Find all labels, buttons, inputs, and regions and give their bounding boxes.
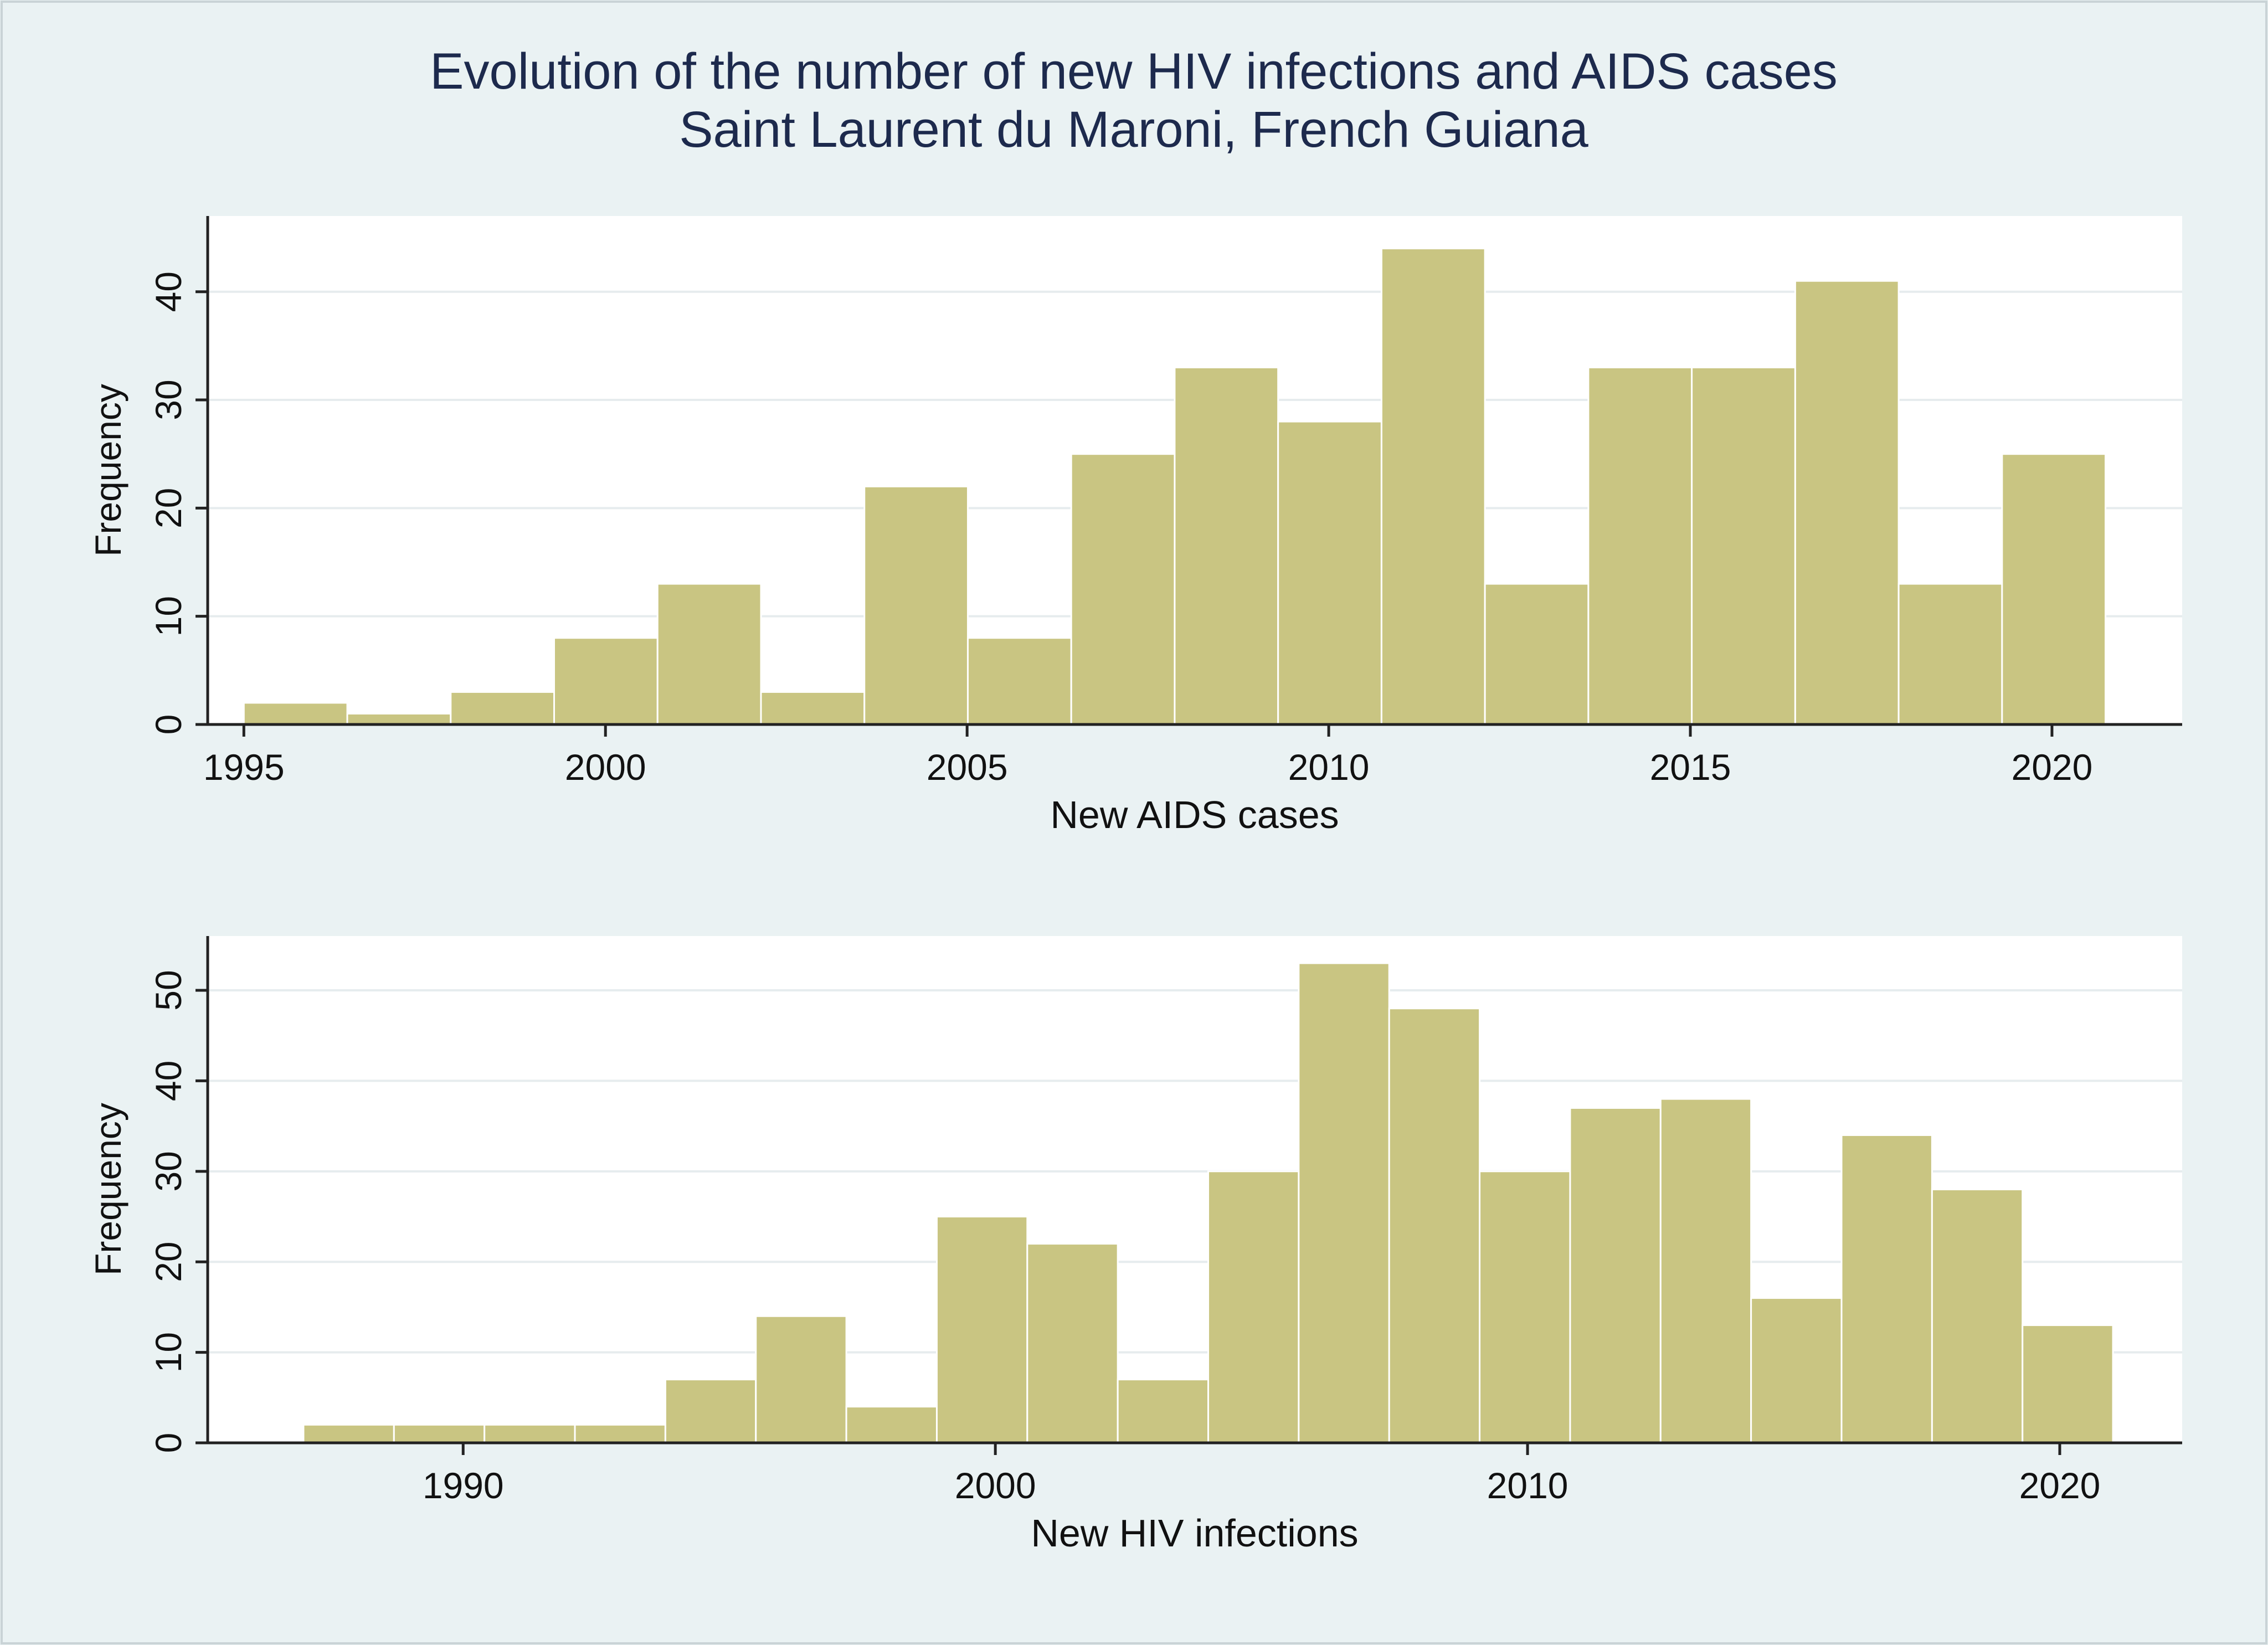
hiv-bar [1026, 1243, 1119, 1444]
aids-bar [1897, 583, 2003, 726]
hiv-y-tick-label: 10 [148, 1332, 189, 1372]
hiv-histogram-panel: 0 10 20 30 40 50 1990 2000 2010 2020 Frequency N… [88, 936, 2182, 1555]
aids-bars [243, 248, 2107, 726]
hiv-bar [1298, 962, 1390, 1444]
hiv-bar [574, 1423, 666, 1444]
hiv-bar [2022, 1324, 2114, 1444]
hiv-x-tick-label: 2000 [955, 1465, 1036, 1506]
hiv-y-tick-label: 30 [148, 1151, 189, 1191]
hiv-y-ticks: 0 10 20 30 40 50 [148, 970, 208, 1453]
aids-x-tick-label: 2010 [1288, 747, 1370, 788]
chart-title-line-1: Evolution of the number of new HIV infec… [430, 43, 1838, 100]
aids-x-tick-label: 2015 [1650, 747, 1731, 788]
hiv-bar [484, 1423, 576, 1444]
aids-x-tick-label: 1995 [203, 747, 285, 788]
hiv-x-axis-label: New HIV infections [1031, 1512, 1358, 1555]
aids-y-tick-label: 0 [148, 714, 189, 735]
hiv-y-tick-label: 50 [148, 970, 189, 1010]
aids-bar [1484, 583, 1590, 726]
aids-x-axis-label: New AIDS cases [1050, 793, 1339, 836]
hiv-bar [1931, 1189, 2024, 1444]
aids-bar [1587, 366, 1693, 726]
hiv-bar [1569, 1107, 1662, 1444]
hiv-bar [1479, 1170, 1571, 1444]
aids-bar [553, 637, 659, 726]
aids-bar [1380, 248, 1486, 726]
aids-x-ticks: 1995 2000 2005 2010 2015 2020 [203, 724, 2092, 788]
hiv-bar [1659, 1098, 1752, 1444]
hiv-bar [755, 1315, 847, 1444]
hiv-bar [1840, 1134, 1933, 1444]
aids-bar [1070, 453, 1176, 726]
hiv-bar [302, 1423, 395, 1444]
hiv-bar [393, 1423, 486, 1444]
aids-bar [656, 583, 762, 726]
hiv-bar [1117, 1379, 1210, 1444]
aids-bar [346, 712, 452, 726]
chart-title-line-2: Saint Laurent du Maroni, French Guiana [679, 101, 1588, 158]
hiv-x-tick-label: 2010 [1487, 1465, 1568, 1506]
hiv-y-tick-label: 0 [148, 1433, 189, 1453]
aids-y-tick-label: 40 [148, 271, 189, 312]
aids-histogram-panel: 0 10 20 30 40 1995 2000 2005 2010 2015 2020 Frequ… [88, 216, 2182, 836]
aids-bar [966, 637, 1072, 726]
aids-bar [1174, 366, 1279, 726]
hiv-bars [302, 962, 2114, 1444]
hiv-bar [845, 1406, 938, 1444]
aids-bar [450, 691, 556, 726]
aids-bar [1277, 420, 1382, 726]
hiv-x-tick-label: 1990 [423, 1465, 504, 1506]
aids-x-tick-label: 2000 [565, 747, 646, 788]
hiv-x-ticks: 1990 2000 2010 2020 [423, 1443, 2101, 1506]
hiv-bar [1388, 1007, 1481, 1444]
aids-y-tick-label: 20 [148, 488, 189, 528]
hiv-y-tick-label: 20 [148, 1242, 189, 1282]
hiv-bar [935, 1216, 1028, 1444]
hiv-bar [1207, 1170, 1300, 1444]
hiv-y-axis-label: Frequency [88, 1103, 128, 1276]
aids-bar [1691, 366, 1796, 726]
hiv-bar [664, 1379, 757, 1444]
aids-x-tick-label: 2005 [927, 747, 1008, 788]
aids-x-tick-label: 2020 [2012, 747, 2093, 788]
aids-y-axis-label: Frequency [88, 384, 128, 557]
hiv-y-tick-label: 40 [148, 1061, 189, 1101]
aids-bar [2001, 453, 2107, 726]
aids-y-ticks: 0 10 20 30 40 [148, 271, 208, 734]
aids-y-tick-label: 30 [148, 379, 189, 420]
aids-bar [863, 485, 969, 726]
hiv-bar [1750, 1297, 1843, 1444]
aids-bar [243, 702, 348, 726]
aids-bar [1794, 280, 1900, 726]
aids-y-tick-label: 10 [148, 596, 189, 636]
aids-bar [760, 691, 866, 726]
hiv-x-tick-label: 2020 [2019, 1465, 2101, 1506]
